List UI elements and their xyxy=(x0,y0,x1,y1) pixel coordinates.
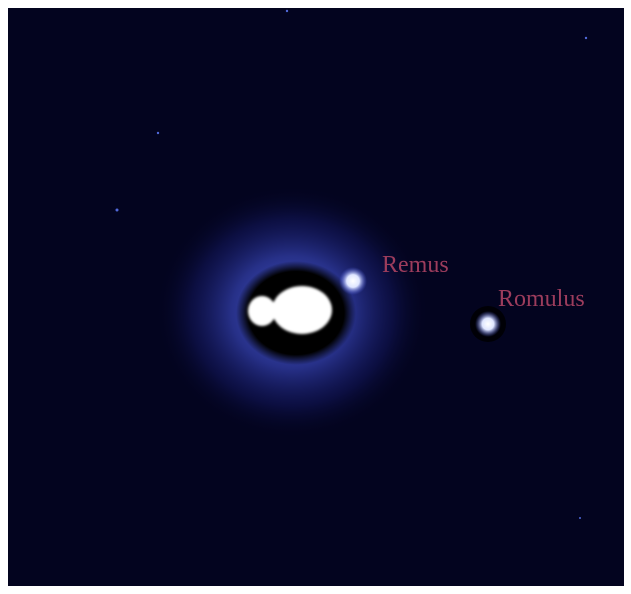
annotation-label: Romulus xyxy=(498,286,585,312)
moon-romulus xyxy=(475,311,501,337)
stars xyxy=(115,9,588,519)
moon-remus xyxy=(339,267,367,295)
primary-asteroid xyxy=(248,286,332,334)
annotation-label: Remus xyxy=(382,252,449,278)
